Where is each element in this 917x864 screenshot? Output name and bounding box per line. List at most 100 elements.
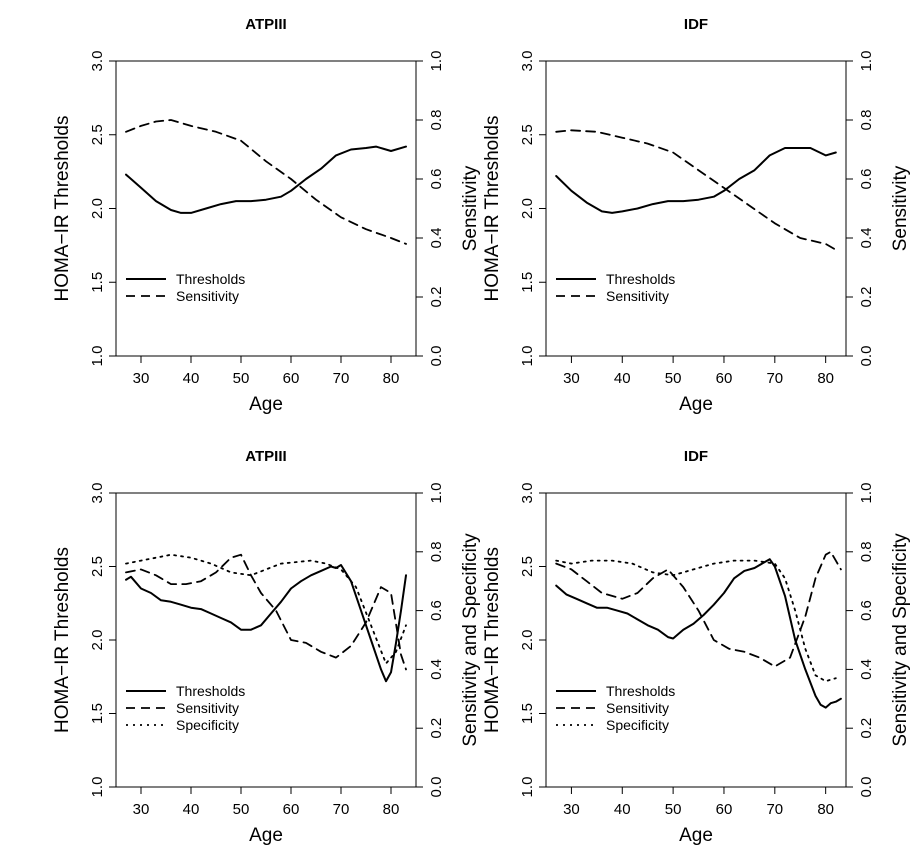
y2-tick-label: 0.0 [858, 777, 875, 798]
y-tick-label: 1.0 [89, 777, 106, 798]
y-tick-label: 1.0 [519, 777, 536, 798]
y-tick-label: 1.5 [89, 272, 106, 293]
series-line-sensitivity [125, 553, 407, 671]
plot-frame [545, 60, 847, 357]
y2-axis-label: Sensitivity [890, 165, 911, 251]
x-tick-label: 70 [333, 801, 350, 818]
y-tick-label: 2.0 [519, 630, 536, 651]
x-tick-label: 70 [766, 370, 783, 387]
y2-tick-label: 0.6 [428, 600, 445, 621]
y-axis-label: HOMA−IR Thresholds [482, 115, 503, 301]
y2-tick-label: 0.2 [858, 718, 875, 739]
x-tick-label: 50 [233, 370, 250, 387]
x-tick-label: 70 [766, 801, 783, 818]
y2-tick-label: 0.0 [858, 346, 875, 367]
y2-tick-label: 0.8 [858, 110, 875, 131]
y2-tick-label: 0.0 [428, 346, 445, 367]
y2-axis-label: Sensitivity and Specificity [460, 533, 481, 747]
y2-tick-label: 1.0 [858, 483, 875, 504]
y-tick-label: 1.5 [519, 272, 536, 293]
x-tick-label: 40 [614, 801, 631, 818]
x-tick-label: 80 [817, 801, 834, 818]
legend-label-sensitivity: Sensitivity [606, 288, 669, 304]
y-tick-label: 3.0 [89, 51, 106, 72]
y-tick-label: 2.5 [89, 556, 106, 577]
legend-label-sensitivity: Sensitivity [176, 288, 239, 304]
legend-label-thresholds: Thresholds [606, 271, 675, 287]
y-tick-label: 2.5 [519, 124, 536, 145]
x-tick-label: 40 [183, 370, 200, 387]
y2-tick-label: 0.2 [428, 718, 445, 739]
series-line-sensitivity [125, 119, 407, 245]
x-tick-label: 80 [817, 370, 834, 387]
legend-label-sensitivity: Sensitivity [176, 700, 239, 716]
series-line-thresholds [555, 147, 837, 214]
y2-tick-label: 0.6 [858, 600, 875, 621]
x-tick-label: 50 [665, 801, 682, 818]
y2-axis-label: Sensitivity [460, 165, 481, 251]
legend-label-sensitivity: Sensitivity [606, 700, 669, 716]
legend-label-thresholds: Thresholds [176, 271, 245, 287]
y-tick-label: 2.0 [89, 198, 106, 219]
legend-label-specificity: Specificity [176, 717, 239, 733]
series-line-thresholds [125, 145, 407, 214]
plot-frame [115, 60, 417, 357]
y2-tick-label: 0.6 [858, 169, 875, 190]
chart-title: IDF [684, 448, 708, 465]
series-line-thresholds [125, 564, 407, 683]
legend-label-thresholds: Thresholds [606, 683, 675, 699]
chart-title: ATPIII [245, 448, 286, 465]
x-axis-label: Age [249, 394, 283, 415]
y-axis-label: HOMA−IR Thresholds [52, 547, 73, 733]
y2-tick-label: 0.4 [858, 228, 875, 249]
y2-tick-label: 0.2 [858, 287, 875, 308]
y-tick-label: 2.0 [519, 198, 536, 219]
series-line-sensitivity [555, 129, 837, 251]
y2-tick-label: 1.0 [858, 51, 875, 72]
y-axis-label: HOMA−IR Thresholds [482, 547, 503, 733]
series-line-specificity [125, 553, 407, 665]
y-tick-label: 1.5 [519, 703, 536, 724]
y2-axis-label: Sensitivity and Specificity [890, 533, 911, 747]
x-axis-label: Age [249, 825, 283, 846]
chart-panel-2: IDF 30 40 50 60 70 80 Age 1.0 1.5 2.0 2.5 3.0 HOMA−IR… [482, 16, 911, 415]
x-axis-label: Age [679, 394, 713, 415]
chart-panel-3: ATPIII 30 40 50 60 70 80 Age 1.0 1.5 2.0 2.5 3.0 HOMA… [52, 448, 481, 846]
y2-tick-label: 0.4 [428, 659, 445, 680]
x-tick-label: 30 [563, 801, 580, 818]
chart-panel-1: ATPIII 30 40 50 60 70 80 Age 1.0 1.5 2.0 2.5 3.0 HOMA… [52, 16, 481, 415]
y2-tick-label: 1.0 [428, 483, 445, 504]
x-tick-label: 30 [133, 370, 150, 387]
x-tick-label: 70 [333, 370, 350, 387]
y2-tick-label: 1.0 [428, 51, 445, 72]
x-tick-label: 80 [383, 801, 400, 818]
legend-label-specificity: Specificity [606, 717, 669, 733]
x-tick-label: 60 [283, 370, 300, 387]
y2-tick-label: 0.4 [858, 659, 875, 680]
x-axis-label: Age [679, 825, 713, 846]
y-tick-label: 1.5 [89, 703, 106, 724]
series-line-sensitivity [555, 550, 842, 668]
y2-tick-label: 0.8 [428, 110, 445, 131]
plot-frame [545, 492, 847, 788]
x-tick-label: 50 [233, 801, 250, 818]
x-tick-label: 40 [183, 801, 200, 818]
chart-title: IDF [684, 16, 708, 33]
x-tick-label: 60 [283, 801, 300, 818]
chart-panel-4: IDF 30 40 50 60 70 80 Age 1.0 1.5 2.0 2.5 3.0 HOMA−IR… [482, 448, 911, 846]
y-tick-label: 3.0 [519, 483, 536, 504]
y2-tick-label: 0.0 [428, 777, 445, 798]
y2-tick-label: 0.4 [428, 228, 445, 249]
y-tick-label: 1.0 [89, 346, 106, 367]
y-tick-label: 2.0 [89, 630, 106, 651]
x-tick-label: 50 [665, 370, 682, 387]
y2-tick-label: 0.2 [428, 287, 445, 308]
y2-tick-label: 0.8 [428, 541, 445, 562]
y2-tick-label: 0.8 [858, 541, 875, 562]
y-tick-label: 1.0 [519, 346, 536, 367]
x-tick-label: 30 [563, 370, 580, 387]
legend-label-thresholds: Thresholds [176, 683, 245, 699]
x-tick-label: 80 [383, 370, 400, 387]
